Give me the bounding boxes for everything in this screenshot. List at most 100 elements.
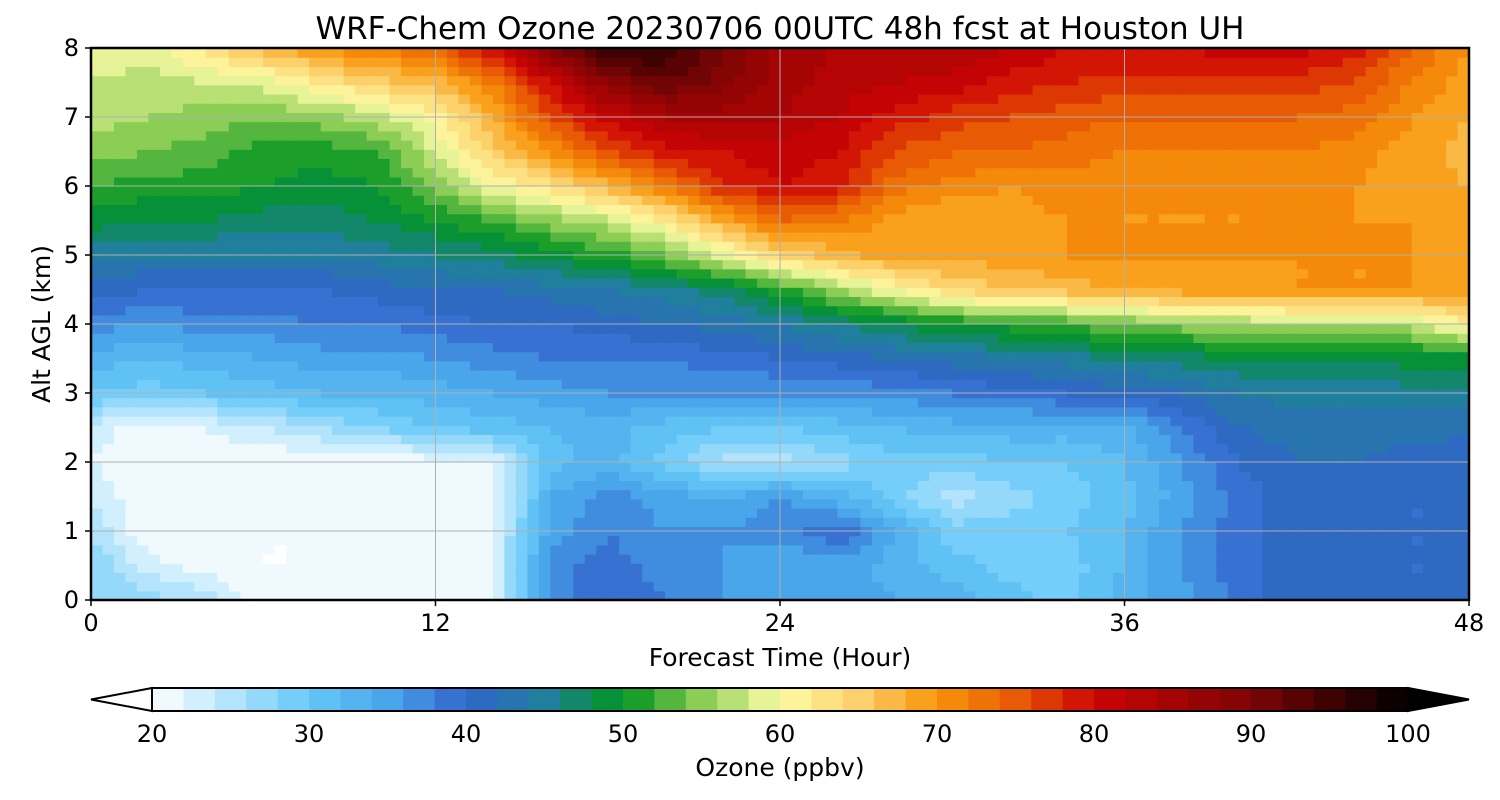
- heatmap-cell: [481, 452, 494, 463]
- heatmap-cell: [1457, 498, 1469, 509]
- heatmap-cell: [1147, 324, 1160, 334]
- heatmap-cell: [1204, 554, 1217, 564]
- heatmap-cell: [745, 480, 758, 491]
- heatmap-cell: [481, 360, 494, 371]
- heatmap-cell: [251, 425, 264, 435]
- heatmap-cell: [538, 360, 551, 371]
- heatmap-cell: [320, 498, 333, 509]
- heatmap-cell: [412, 370, 425, 380]
- heatmap-cell: [435, 535, 448, 546]
- heatmap-cell: [343, 563, 356, 573]
- heatmap-cell: [676, 406, 689, 417]
- heatmap-cell: [837, 572, 850, 583]
- heatmap-cell: [1400, 508, 1413, 518]
- heatmap-cell: [1158, 342, 1172, 353]
- heatmap-cell: [412, 416, 425, 426]
- heatmap-cell: [1147, 590, 1160, 600]
- heatmap-cell: [894, 296, 907, 307]
- heatmap-cell: [1147, 305, 1160, 316]
- heatmap-cell: [1216, 563, 1229, 573]
- heatmap-cell: [228, 241, 241, 251]
- heatmap-cell: [1158, 324, 1172, 334]
- heatmap-cell: [1113, 406, 1126, 417]
- heatmap-cell: [653, 241, 666, 251]
- heatmap-cell: [871, 498, 884, 509]
- heatmap-cell: [906, 296, 919, 307]
- heatmap-cell: [136, 544, 150, 555]
- heatmap-cell: [125, 314, 138, 325]
- heatmap-cell: [1446, 452, 1459, 463]
- heatmap-cell: [515, 406, 528, 417]
- heatmap-cell: [734, 406, 747, 417]
- heatmap-cell: [711, 416, 724, 426]
- heatmap-cell: [745, 305, 758, 316]
- heatmap-cell: [148, 471, 161, 481]
- heatmap-cell: [435, 232, 448, 242]
- heatmap-cell: [1354, 471, 1367, 481]
- heatmap-cell: [355, 508, 368, 518]
- heatmap-cell: [435, 498, 448, 509]
- heatmap-cell: [1285, 544, 1298, 555]
- heatmap-cell: [1170, 259, 1183, 270]
- heatmap-cell: [573, 324, 586, 334]
- heatmap-cell: [1170, 324, 1183, 334]
- heatmap-cell: [286, 544, 299, 555]
- heatmap-cell: [1296, 241, 1309, 251]
- heatmap-cell: [1055, 554, 1068, 564]
- heatmap-cell: [1124, 314, 1137, 325]
- heatmap-cell: [240, 416, 253, 426]
- heatmap-cell: [584, 324, 597, 334]
- heatmap-cell: [929, 563, 942, 573]
- heatmap-cell: [1193, 314, 1206, 325]
- heatmap-cell: [607, 370, 620, 380]
- heatmap-cell: [734, 342, 747, 353]
- heatmap-cell: [998, 572, 1011, 583]
- heatmap-cell: [1113, 324, 1126, 334]
- heatmap-cell: [1032, 259, 1045, 270]
- heatmap-cell: [998, 406, 1011, 417]
- heatmap-cell: [986, 259, 999, 270]
- heatmap-cell: [240, 213, 253, 224]
- heatmap-cell: [240, 590, 253, 600]
- heatmap-cell: [389, 443, 402, 454]
- heatmap-cell: [286, 480, 299, 491]
- heatmap-cell: [504, 222, 517, 233]
- heatmap-cell: [1055, 324, 1068, 334]
- heatmap-cell: [1434, 443, 1447, 454]
- heatmap-cell: [469, 508, 483, 518]
- heatmap-cell: [228, 314, 241, 325]
- heatmap-cell: [883, 305, 896, 316]
- heatmap-cell: [1113, 563, 1126, 573]
- heatmap-cell: [125, 296, 138, 307]
- heatmap-cell: [837, 296, 850, 307]
- heatmap-cell: [194, 259, 207, 270]
- heatmap-cell: [1021, 572, 1034, 583]
- heatmap-cell: [171, 213, 184, 224]
- heatmap-cell: [711, 370, 724, 380]
- heatmap-cell: [136, 517, 150, 527]
- heatmap-cell: [676, 416, 689, 426]
- heatmap-cell: [159, 517, 172, 527]
- heatmap-cell: [1250, 397, 1263, 408]
- heatmap-cell: [929, 278, 942, 288]
- heatmap-cell: [1158, 241, 1172, 251]
- heatmap-cell: [1055, 471, 1068, 481]
- heatmap-cell: [906, 397, 919, 408]
- heatmap-cell: [1181, 572, 1194, 583]
- heatmap-cell: [1009, 222, 1022, 233]
- heatmap-cell: [860, 508, 873, 518]
- heatmap-cell: [538, 213, 551, 224]
- heatmap-cell: [182, 305, 195, 316]
- heatmap-cell: [1204, 581, 1217, 592]
- heatmap-cell: [401, 370, 414, 380]
- heatmap-cell: [527, 268, 540, 279]
- heatmap-cell: [194, 498, 207, 509]
- heatmap-cell: [1342, 406, 1355, 417]
- heatmap-cell: [263, 342, 276, 353]
- heatmap-cell: [573, 268, 586, 279]
- heatmap-cell: [1377, 480, 1390, 491]
- heatmap-cell: [125, 498, 138, 509]
- heatmap-cell: [1227, 241, 1240, 251]
- heatmap-cell: [1308, 222, 1321, 233]
- heatmap-cell: [343, 443, 356, 454]
